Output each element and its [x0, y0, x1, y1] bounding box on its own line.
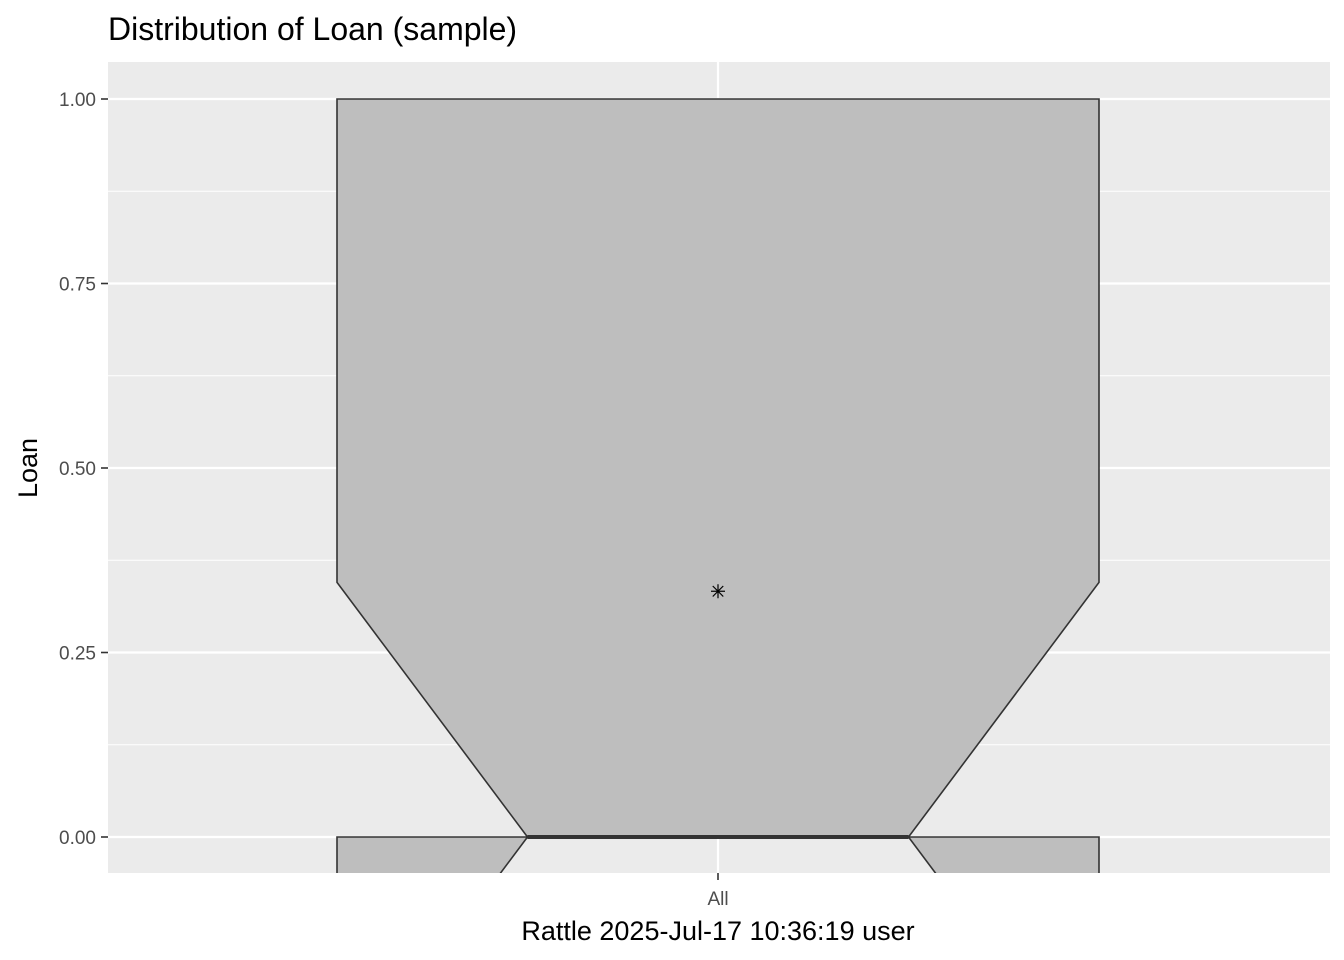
notched-box [336, 98, 1100, 873]
y-axis: 0.00 0.25 0.50 0.75 1.00 [59, 90, 108, 849]
x-axis-title: Rattle 2025-Jul-17 10:36:19 user [521, 916, 914, 946]
box-group [336, 98, 1100, 873]
mean-marker [711, 584, 725, 599]
y-axis-title: Loan [13, 438, 43, 498]
y-tick-label: 0.00 [59, 828, 96, 849]
y-tick-label: 1.00 [59, 90, 96, 111]
x-axis: All [707, 873, 729, 910]
plot-area [336, 98, 1100, 873]
y-tick-label: 0.25 [59, 644, 96, 665]
chart-title: Distribution of Loan (sample) [108, 11, 517, 47]
mean-marker-stroke [712, 585, 724, 597]
y-tick-label: 0.75 [59, 275, 96, 296]
x-tick-label: All [707, 889, 728, 910]
y-tick-label: 0.50 [59, 459, 96, 480]
